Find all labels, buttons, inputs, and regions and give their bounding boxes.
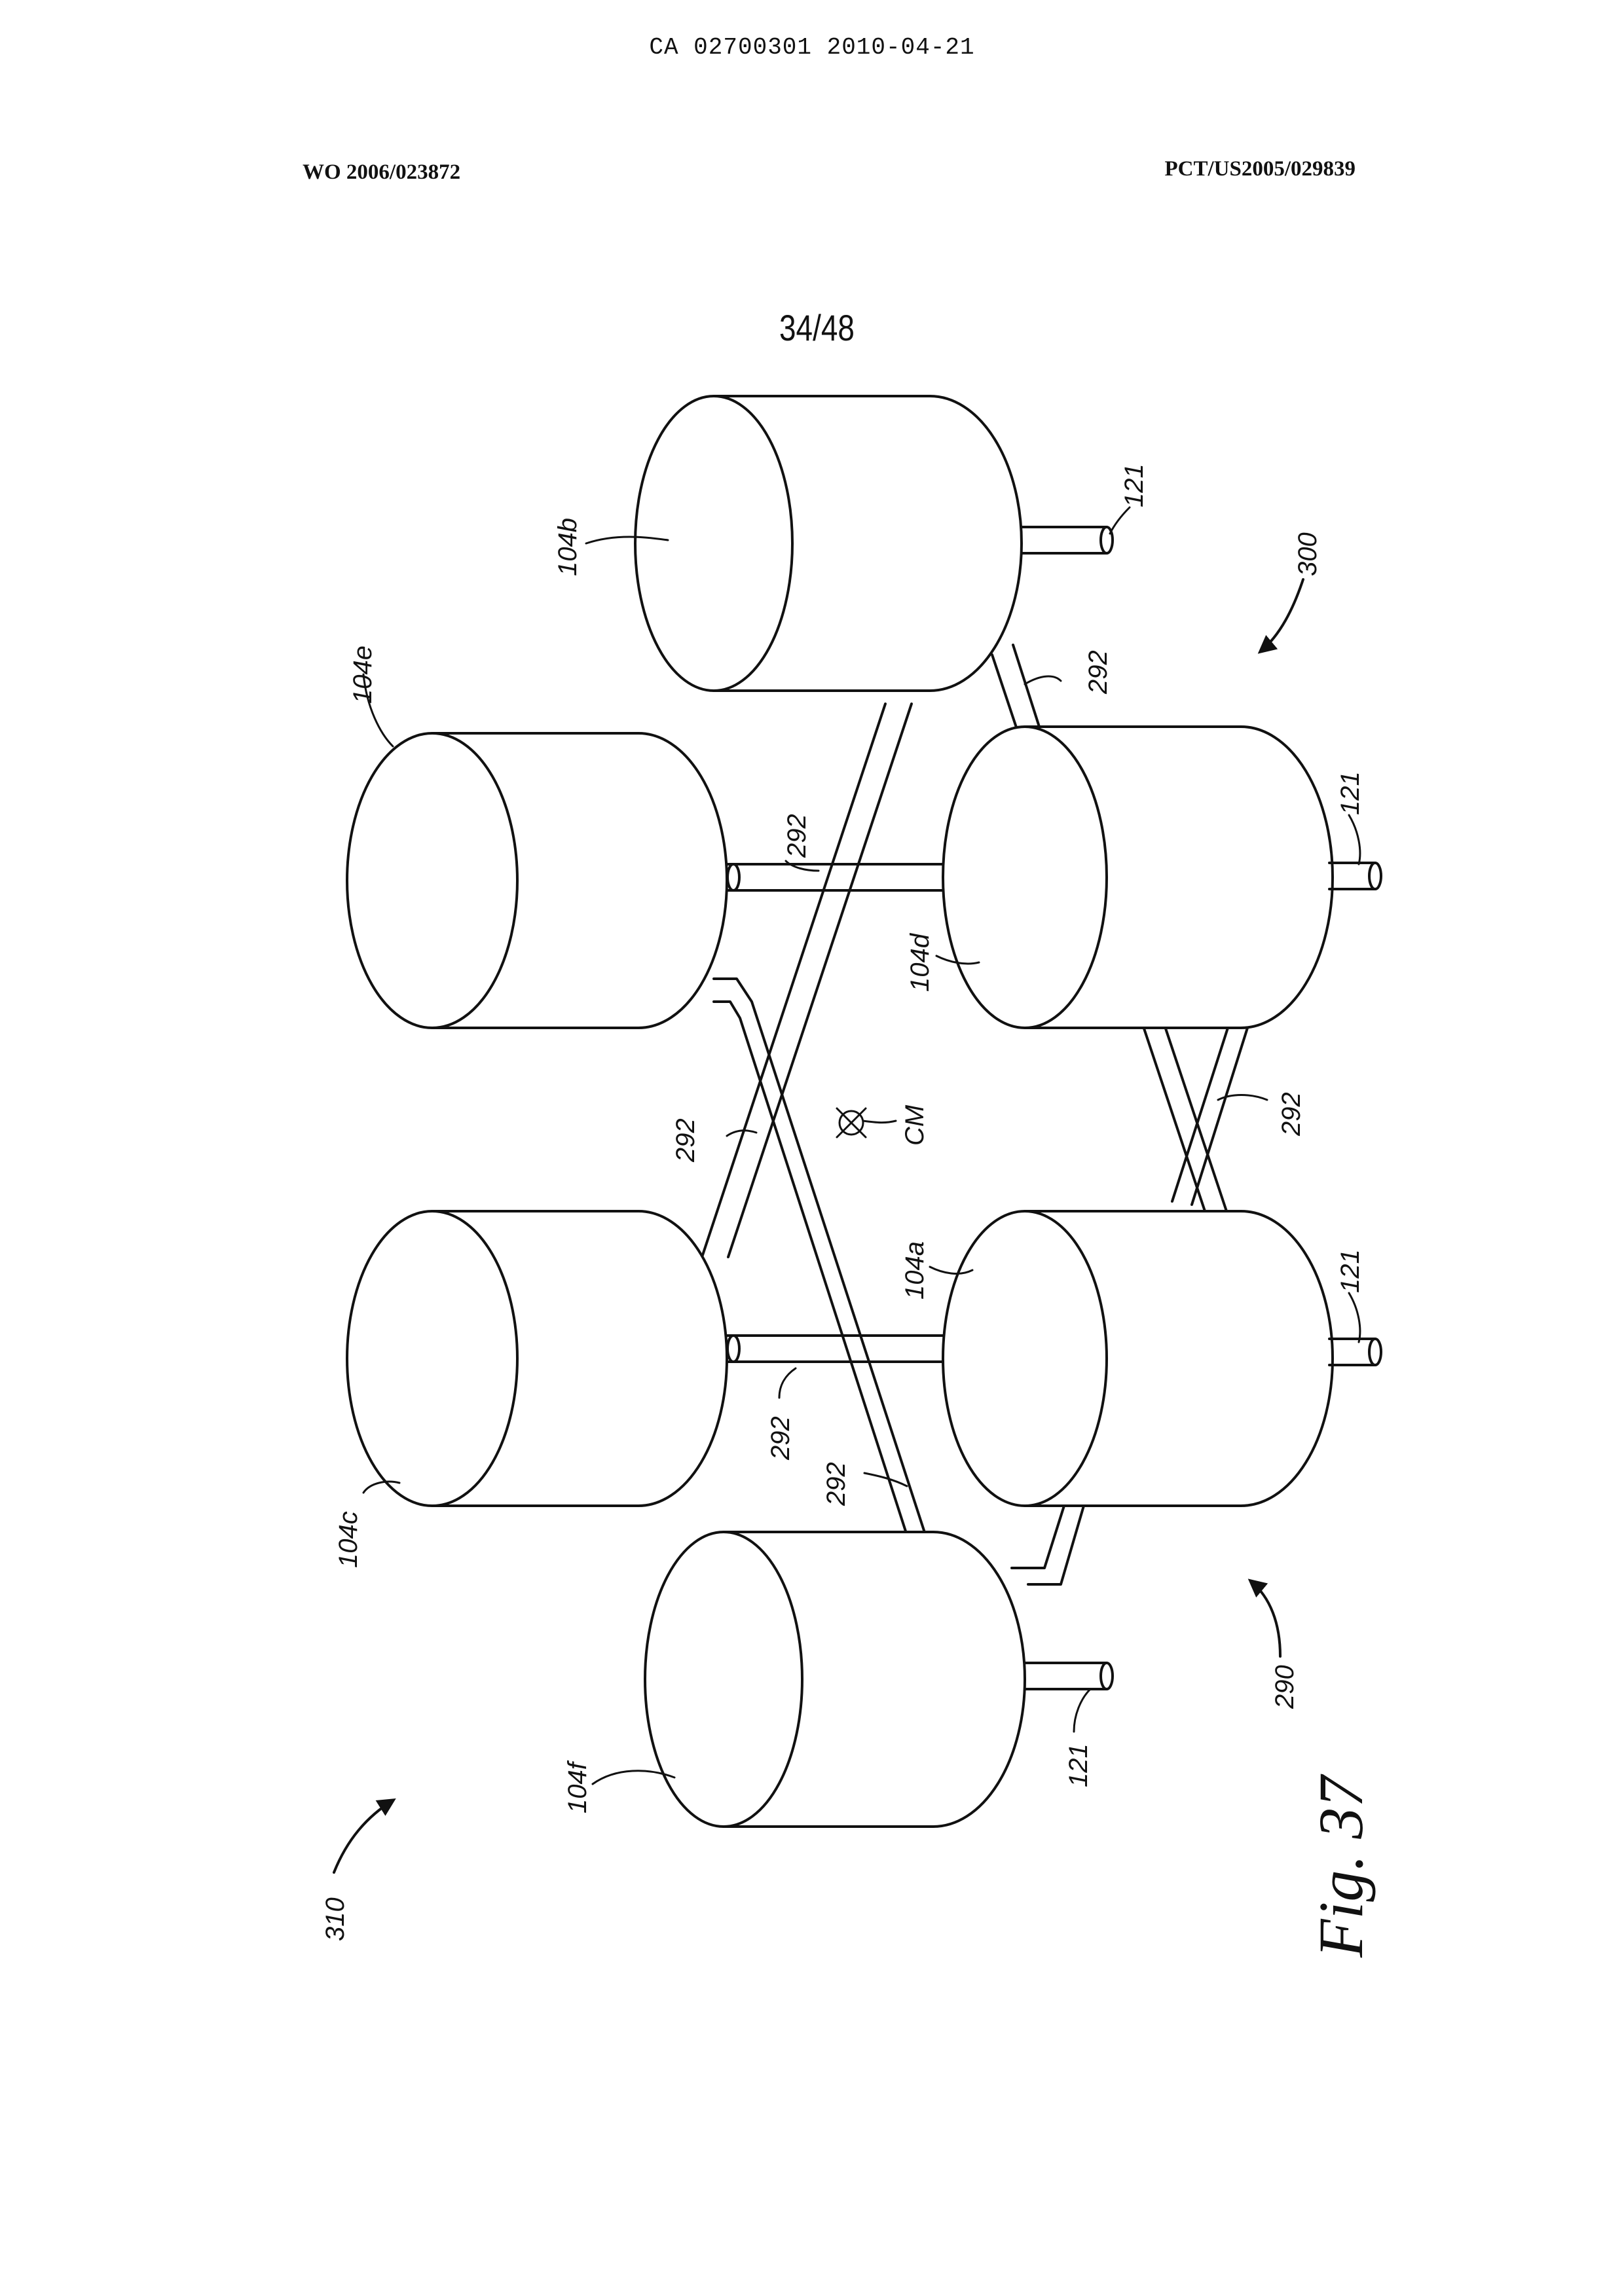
arrow-300 — [1261, 579, 1303, 651]
label-104b: 104b — [553, 518, 582, 576]
label-104c: 104c — [334, 1511, 363, 1568]
label-292-ef: 292 — [822, 1462, 851, 1506]
label-121-b: 121 — [1120, 464, 1149, 507]
label-104d: 104d — [906, 932, 934, 992]
figure-caption: Fig. 37 — [1306, 1774, 1376, 1958]
pipe-104a — [1329, 1339, 1381, 1365]
tank-104e — [347, 733, 727, 1028]
strut-e-d-end — [728, 864, 739, 890]
strut-b-c-1 — [702, 704, 885, 1257]
arrow-290 — [1251, 1581, 1280, 1656]
strut-b-d-1 — [992, 655, 1018, 733]
label-300: 300 — [1293, 532, 1322, 576]
strut-e-f-1 — [714, 979, 927, 1539]
label-104a: 104a — [900, 1241, 929, 1300]
leader-121-b — [1110, 507, 1130, 534]
arrow-310 — [334, 1800, 393, 1872]
leader-121-a — [1349, 1293, 1360, 1342]
pipe-104d — [1329, 863, 1381, 889]
label-292-bd: 292 — [1084, 650, 1113, 695]
strut-b-d-2 — [1013, 645, 1039, 727]
label-292-bc: 292 — [671, 1118, 700, 1163]
label-104e: 104e — [348, 646, 377, 704]
leader-292-ed — [786, 861, 819, 871]
pipe-104f — [1025, 1663, 1113, 1689]
leader-292-bd — [1025, 676, 1061, 684]
leader-121-f — [1074, 1689, 1090, 1732]
label-121-a: 121 — [1336, 1249, 1365, 1293]
label-104f: 104f — [563, 1760, 592, 1813]
pipe-104b — [1022, 527, 1113, 553]
label-cm: CM — [900, 1104, 929, 1146]
strut-a-f-1 — [1012, 1506, 1064, 1568]
tank-104d — [943, 727, 1333, 1028]
label-121-d: 121 — [1336, 771, 1365, 815]
label-121-f: 121 — [1064, 1743, 1093, 1787]
label-290: 290 — [1270, 1665, 1299, 1709]
strut-e-f-2 — [714, 1002, 907, 1535]
leader-292-ca — [779, 1368, 796, 1398]
label-292-da: 292 — [1277, 1092, 1306, 1137]
leader-292-ef — [864, 1473, 907, 1486]
center-mass-symbol — [837, 1108, 896, 1137]
label-292-ed: 292 — [783, 814, 811, 858]
strut-b-c-2 — [728, 704, 912, 1257]
leader-104f — [593, 1771, 674, 1784]
tank-104b — [635, 396, 1022, 691]
strut-c-a-end — [728, 1336, 739, 1362]
tank-104a — [943, 1211, 1333, 1506]
leader-121-d — [1349, 815, 1360, 864]
label-292-ca: 292 — [766, 1416, 795, 1461]
strut-a-f-2 — [1028, 1506, 1084, 1584]
tank-104c — [347, 1211, 727, 1506]
label-310: 310 — [321, 1897, 350, 1941]
tank-104f — [645, 1532, 1025, 1827]
